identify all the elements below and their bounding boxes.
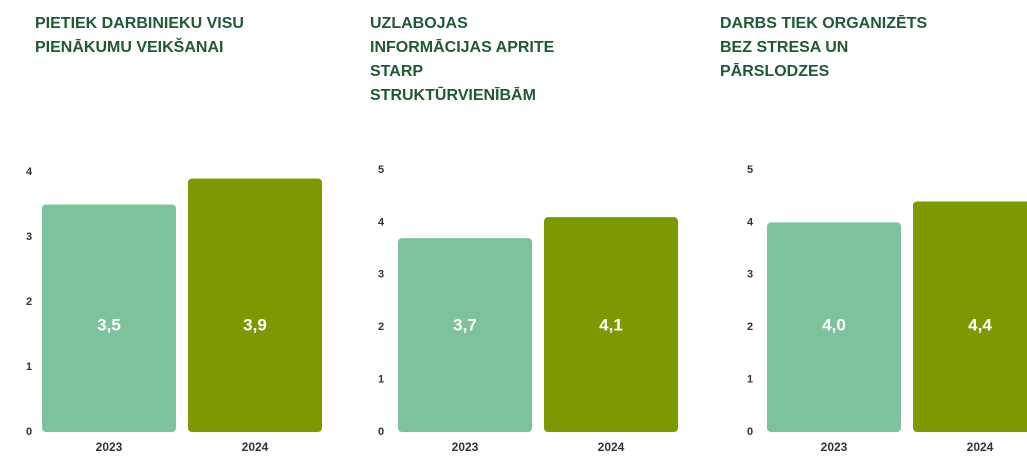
y-tick-label: 1 (747, 374, 753, 386)
x-tick-label: 2023 (96, 440, 123, 454)
x-tick-label: 2024 (242, 440, 269, 454)
y-tick-label: 0 (26, 426, 32, 438)
chart-title: BEZ STRESA UN (720, 39, 848, 56)
y-tick-label: 2 (378, 321, 384, 333)
chart-title: STARP (370, 63, 423, 80)
x-tick-label: 2024 (598, 440, 625, 454)
chart-title: PIENĀKUMU VEIKŠANAI (35, 37, 223, 56)
bar (544, 217, 678, 432)
value-label: 4,1 (599, 315, 623, 334)
y-tick-label: 1 (378, 374, 384, 386)
y-tick-label: 0 (747, 426, 753, 438)
chart-title: DARBS TIEK ORGANIZĒTS (720, 13, 927, 32)
chart-title: INFORMĀCIJAS APRITE (370, 37, 555, 56)
y-tick-label: 0 (378, 426, 384, 438)
y-tick-label: 3 (747, 269, 753, 281)
x-tick-label: 2023 (821, 440, 848, 454)
y-tick-label: 4 (747, 216, 754, 228)
y-tick-label: 2 (26, 296, 32, 308)
y-tick-label: 1 (26, 361, 32, 373)
value-label: 4,4 (968, 315, 992, 334)
y-tick-label: 4 (26, 166, 33, 178)
value-label: 3,5 (97, 315, 121, 334)
bar (42, 204, 176, 432)
chart-title: PIETIEK DARBINIEKU VISU (35, 15, 244, 32)
value-label: 4,0 (822, 315, 846, 334)
y-tick-label: 2 (747, 321, 753, 333)
chart-title: PĀRSLODZES (720, 61, 830, 80)
bar (767, 222, 901, 432)
chart-title: UZLABOJAS (370, 15, 468, 32)
value-label: 3,9 (243, 315, 267, 334)
y-tick-label: 5 (747, 164, 753, 176)
x-tick-label: 2023 (452, 440, 479, 454)
chart-title: STRUKTŪRVIENĪBĀM (370, 85, 536, 104)
x-tick-label: 2024 (967, 440, 994, 454)
bar (188, 178, 322, 432)
bar (398, 238, 532, 432)
y-tick-label: 5 (378, 164, 384, 176)
y-tick-label: 3 (378, 269, 384, 281)
bar (913, 201, 1027, 432)
y-tick-label: 4 (378, 216, 385, 228)
value-label: 3,7 (453, 315, 477, 334)
y-tick-label: 3 (26, 231, 32, 243)
